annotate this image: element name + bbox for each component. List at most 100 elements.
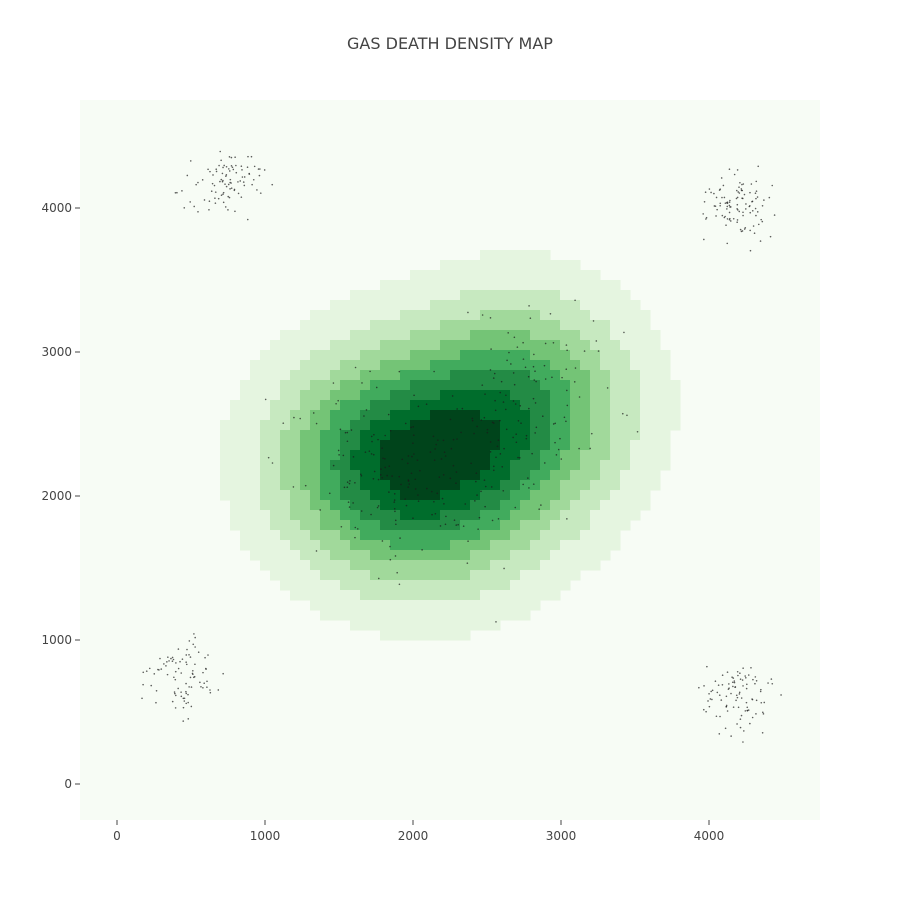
contour-cell xyxy=(590,380,601,391)
scatter-point xyxy=(502,401,505,403)
scatter-point xyxy=(222,193,224,195)
scatter-point xyxy=(181,658,184,660)
contour-cell xyxy=(400,440,411,451)
contour-cell xyxy=(300,410,311,421)
contour-cell xyxy=(620,480,631,491)
scatter-point xyxy=(527,477,529,479)
scatter-point xyxy=(742,183,745,185)
scatter-point xyxy=(759,690,762,693)
contour-cell xyxy=(520,440,531,451)
scatter-point xyxy=(407,455,410,457)
contour-cell xyxy=(380,350,391,361)
scatter-point xyxy=(749,229,751,232)
scatter-point xyxy=(478,516,481,519)
contour-cell xyxy=(250,410,261,421)
contour-cell xyxy=(640,500,651,511)
contour-cell xyxy=(380,450,391,461)
contour-cell xyxy=(390,530,401,541)
contour-cell xyxy=(460,630,471,641)
contour-cell xyxy=(370,510,381,521)
scatter-point xyxy=(745,203,747,205)
scatter-point xyxy=(384,434,387,437)
scatter-point xyxy=(439,525,442,527)
scatter-point xyxy=(241,176,244,178)
contour-cell xyxy=(560,500,571,511)
scatter-point xyxy=(188,640,191,642)
contour-cell xyxy=(310,530,321,541)
contour-cell xyxy=(600,390,611,401)
contour-cell xyxy=(350,400,361,411)
contour-cell xyxy=(320,350,331,361)
contour-cell xyxy=(310,470,321,481)
contour-cell xyxy=(550,430,561,441)
scatter-point xyxy=(749,191,751,194)
contour-cell xyxy=(420,360,431,371)
contour-cell xyxy=(410,510,421,521)
scatter-point xyxy=(754,676,757,678)
contour-cell xyxy=(320,510,331,521)
scatter-point xyxy=(746,683,748,686)
contour-cell xyxy=(420,300,431,311)
scatter-point xyxy=(714,205,717,207)
contour-cell xyxy=(330,450,341,461)
contour-cell xyxy=(480,310,491,321)
scatter-point xyxy=(438,476,441,478)
scatter-point xyxy=(728,218,731,221)
contour-cell xyxy=(270,440,281,451)
scatter-point xyxy=(185,663,188,666)
scatter-point xyxy=(332,382,335,384)
scatter-point xyxy=(389,429,392,432)
contour-cell xyxy=(610,440,621,451)
scatter-point xyxy=(339,428,342,431)
contour-cell xyxy=(410,480,421,491)
contour-cell xyxy=(360,340,371,351)
contour-cell xyxy=(590,330,601,341)
contour-cell xyxy=(290,330,301,341)
contour-cell xyxy=(550,320,561,331)
contour-cell xyxy=(630,490,641,501)
scatter-point xyxy=(177,667,180,670)
contour-cell xyxy=(470,310,481,321)
contour-cell xyxy=(560,350,571,361)
contour-cell xyxy=(510,340,521,351)
contour-cell xyxy=(510,320,521,331)
scatter-point xyxy=(726,205,729,208)
contour-cell xyxy=(290,520,301,531)
contour-cell xyxy=(440,300,451,311)
scatter-point xyxy=(738,693,741,695)
contour-cell xyxy=(290,470,301,481)
contour-cell xyxy=(470,270,481,281)
scatter-point xyxy=(528,487,530,489)
contour-cell xyxy=(370,330,381,341)
contour-cell xyxy=(220,440,231,451)
scatter-point xyxy=(720,699,723,701)
contour-cell xyxy=(550,470,561,481)
contour-cell xyxy=(620,290,631,301)
contour-cell xyxy=(460,290,471,301)
contour-cell xyxy=(620,400,631,411)
contour-cell xyxy=(430,610,441,621)
contour-cell xyxy=(450,400,461,411)
scatter-point xyxy=(740,697,743,699)
contour-cell xyxy=(280,330,291,341)
scatter-point xyxy=(220,178,223,181)
contour-cell xyxy=(260,460,271,471)
contour-cell xyxy=(470,410,481,421)
scatter-point xyxy=(441,497,444,500)
contour-cell xyxy=(410,360,421,371)
contour-cell xyxy=(550,260,561,271)
contour-cell xyxy=(440,430,451,441)
contour-cell xyxy=(320,400,331,411)
scatter-point xyxy=(716,208,718,211)
scatter-point xyxy=(348,506,351,508)
scatter-point xyxy=(381,540,384,542)
contour-cell xyxy=(420,520,431,531)
contour-cell xyxy=(470,510,481,521)
contour-cell xyxy=(260,560,271,571)
contour-cell xyxy=(480,500,491,511)
scatter-point xyxy=(173,691,176,693)
scatter-point xyxy=(173,676,175,679)
contour-cell xyxy=(490,300,501,311)
contour-cell xyxy=(610,420,621,431)
